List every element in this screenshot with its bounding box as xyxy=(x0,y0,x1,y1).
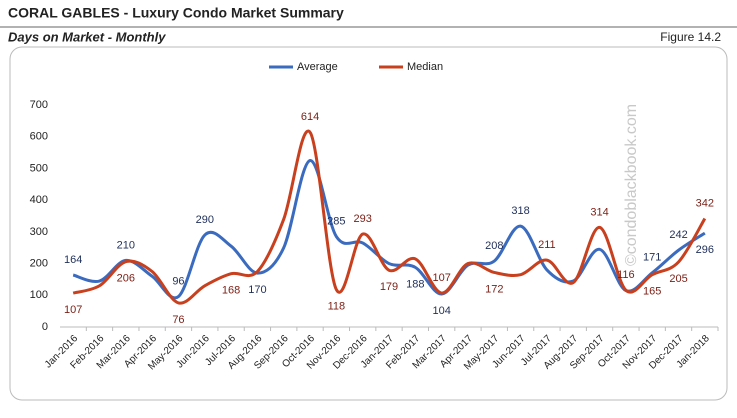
data-label: 285 xyxy=(327,216,345,228)
y-tick-label: 700 xyxy=(30,99,48,111)
data-label: 172 xyxy=(485,283,503,295)
data-label: 164 xyxy=(64,254,82,266)
data-label: 293 xyxy=(354,213,372,225)
data-label: 208 xyxy=(485,240,503,252)
data-label: 179 xyxy=(380,281,398,293)
data-label: 318 xyxy=(511,205,529,217)
data-label: 210 xyxy=(117,239,135,251)
data-label: 165 xyxy=(643,286,661,298)
y-tick-label: 600 xyxy=(30,131,48,143)
data-label: 205 xyxy=(669,273,687,285)
series-line xyxy=(72,129,707,305)
legend-label: Median xyxy=(407,61,443,73)
data-label: 96 xyxy=(172,275,184,287)
data-label: 242 xyxy=(669,229,687,241)
y-tick-label: 500 xyxy=(30,162,48,174)
data-label: 614 xyxy=(301,111,319,123)
chart-title: CORAL GABLES - Luxury Condo Market Summa… xyxy=(8,5,344,21)
chart-subtitle: Days on Market - Monthly xyxy=(8,29,166,44)
legend-label: Average xyxy=(297,61,338,73)
series-line xyxy=(72,158,706,300)
chart-frame xyxy=(9,46,728,401)
data-label: 171 xyxy=(643,252,661,264)
data-label: 170 xyxy=(248,284,266,296)
data-label: 211 xyxy=(538,239,556,251)
data-label: 206 xyxy=(117,273,135,285)
data-label: 290 xyxy=(196,214,214,226)
data-label: 116 xyxy=(617,269,635,281)
data-label: 104 xyxy=(432,305,450,317)
data-label: 314 xyxy=(590,206,608,218)
data-label: 107 xyxy=(432,272,450,284)
data-label: 107 xyxy=(64,304,82,316)
data-label: 118 xyxy=(328,300,346,312)
data-label: 342 xyxy=(696,197,714,209)
watermark: ©condoblackbook.com xyxy=(623,104,640,266)
data-label: 168 xyxy=(222,285,240,297)
y-tick-label: 300 xyxy=(30,226,48,238)
data-label: 188 xyxy=(406,278,424,290)
data-label: 76 xyxy=(172,314,184,326)
y-tick-label: 200 xyxy=(30,257,48,269)
data-label: 296 xyxy=(696,244,714,256)
y-tick-label: 0 xyxy=(42,321,48,333)
figure-label: Figure 14.2 xyxy=(660,30,721,44)
y-tick-label: 100 xyxy=(30,289,48,301)
y-tick-label: 400 xyxy=(30,194,48,206)
